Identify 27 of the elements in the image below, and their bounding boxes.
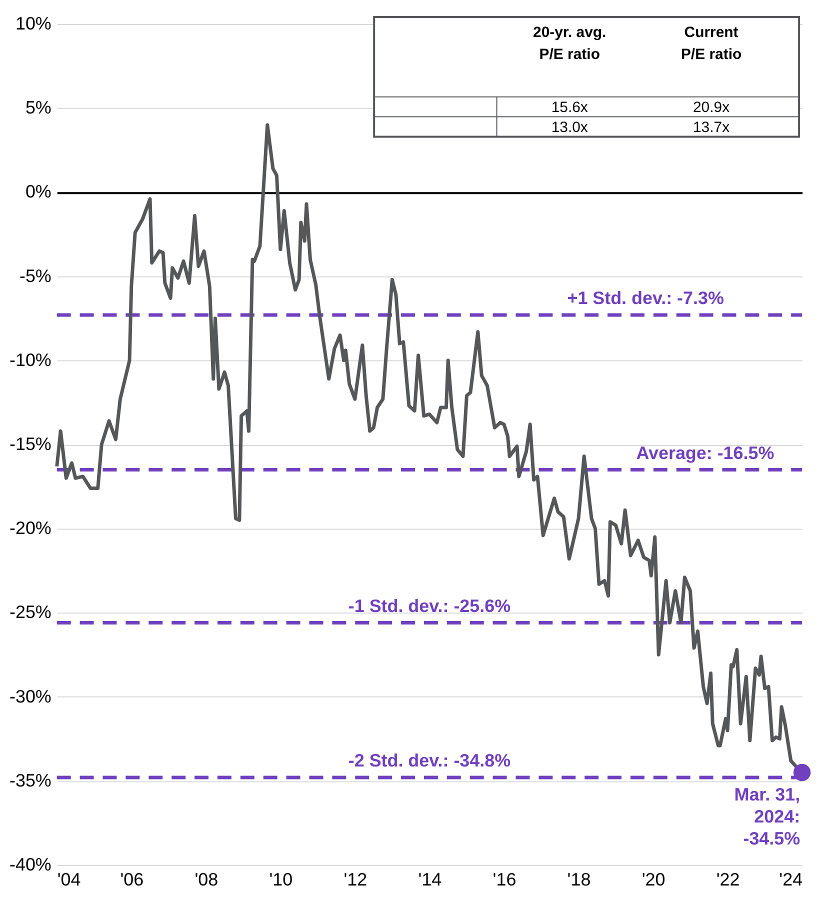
- x-tick-label: '06: [120, 869, 144, 890]
- y-tick-label: -40%: [10, 854, 52, 874]
- ref-line-label: +1 Std. dev.: -7.3%: [567, 288, 724, 308]
- y-tick-label: -15%: [10, 434, 52, 454]
- ref-line-label: Average: -16.5%: [636, 442, 774, 463]
- x-tick-label: '18: [567, 869, 591, 890]
- x-tick-label: '24: [779, 869, 803, 890]
- x-tick-label: '20: [642, 869, 666, 890]
- x-tick-label: '04: [57, 869, 81, 890]
- y-tick-label: -30%: [10, 686, 52, 706]
- y-tick-label: 5%: [25, 98, 52, 118]
- x-tick-label: '14: [418, 869, 442, 890]
- y-tick-label: -10%: [10, 350, 52, 370]
- x-tick-label: '16: [492, 869, 516, 890]
- y-tick-label: -20%: [10, 518, 52, 538]
- y-tick-label: 0%: [25, 182, 52, 202]
- y-tick-label: -35%: [10, 770, 52, 790]
- ref-line-label: -2 Std. dev.: -34.8%: [348, 750, 511, 771]
- y-tick-label: -25%: [10, 602, 52, 622]
- x-tick-label: '22: [716, 869, 740, 890]
- y-tick-label: 10%: [15, 14, 52, 34]
- x-tick-label: '10: [269, 869, 293, 890]
- x-tick-label: '08: [194, 869, 218, 890]
- annotation: Mar. 31, 2024: -34.5%: [734, 784, 800, 848]
- y-tick-label: -5%: [19, 266, 52, 286]
- ref-line-label: -1 Std. dev.: -25.6%: [348, 596, 511, 616]
- x-tick-label: '12: [344, 869, 368, 890]
